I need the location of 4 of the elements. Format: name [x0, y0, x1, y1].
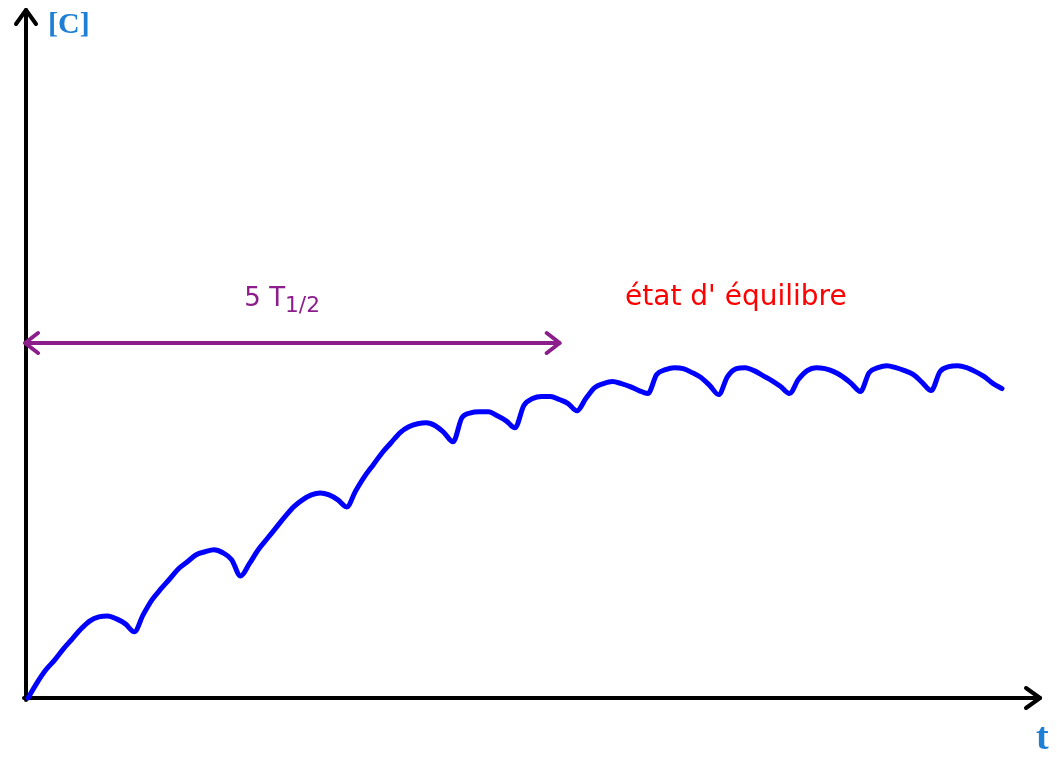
- x-axis-title: t: [1036, 715, 1049, 757]
- text: 5 T$_{1/2}$: [244, 281, 320, 318]
- text: [C]: [48, 6, 90, 39]
- text: état d' équilibre: [625, 278, 847, 312]
